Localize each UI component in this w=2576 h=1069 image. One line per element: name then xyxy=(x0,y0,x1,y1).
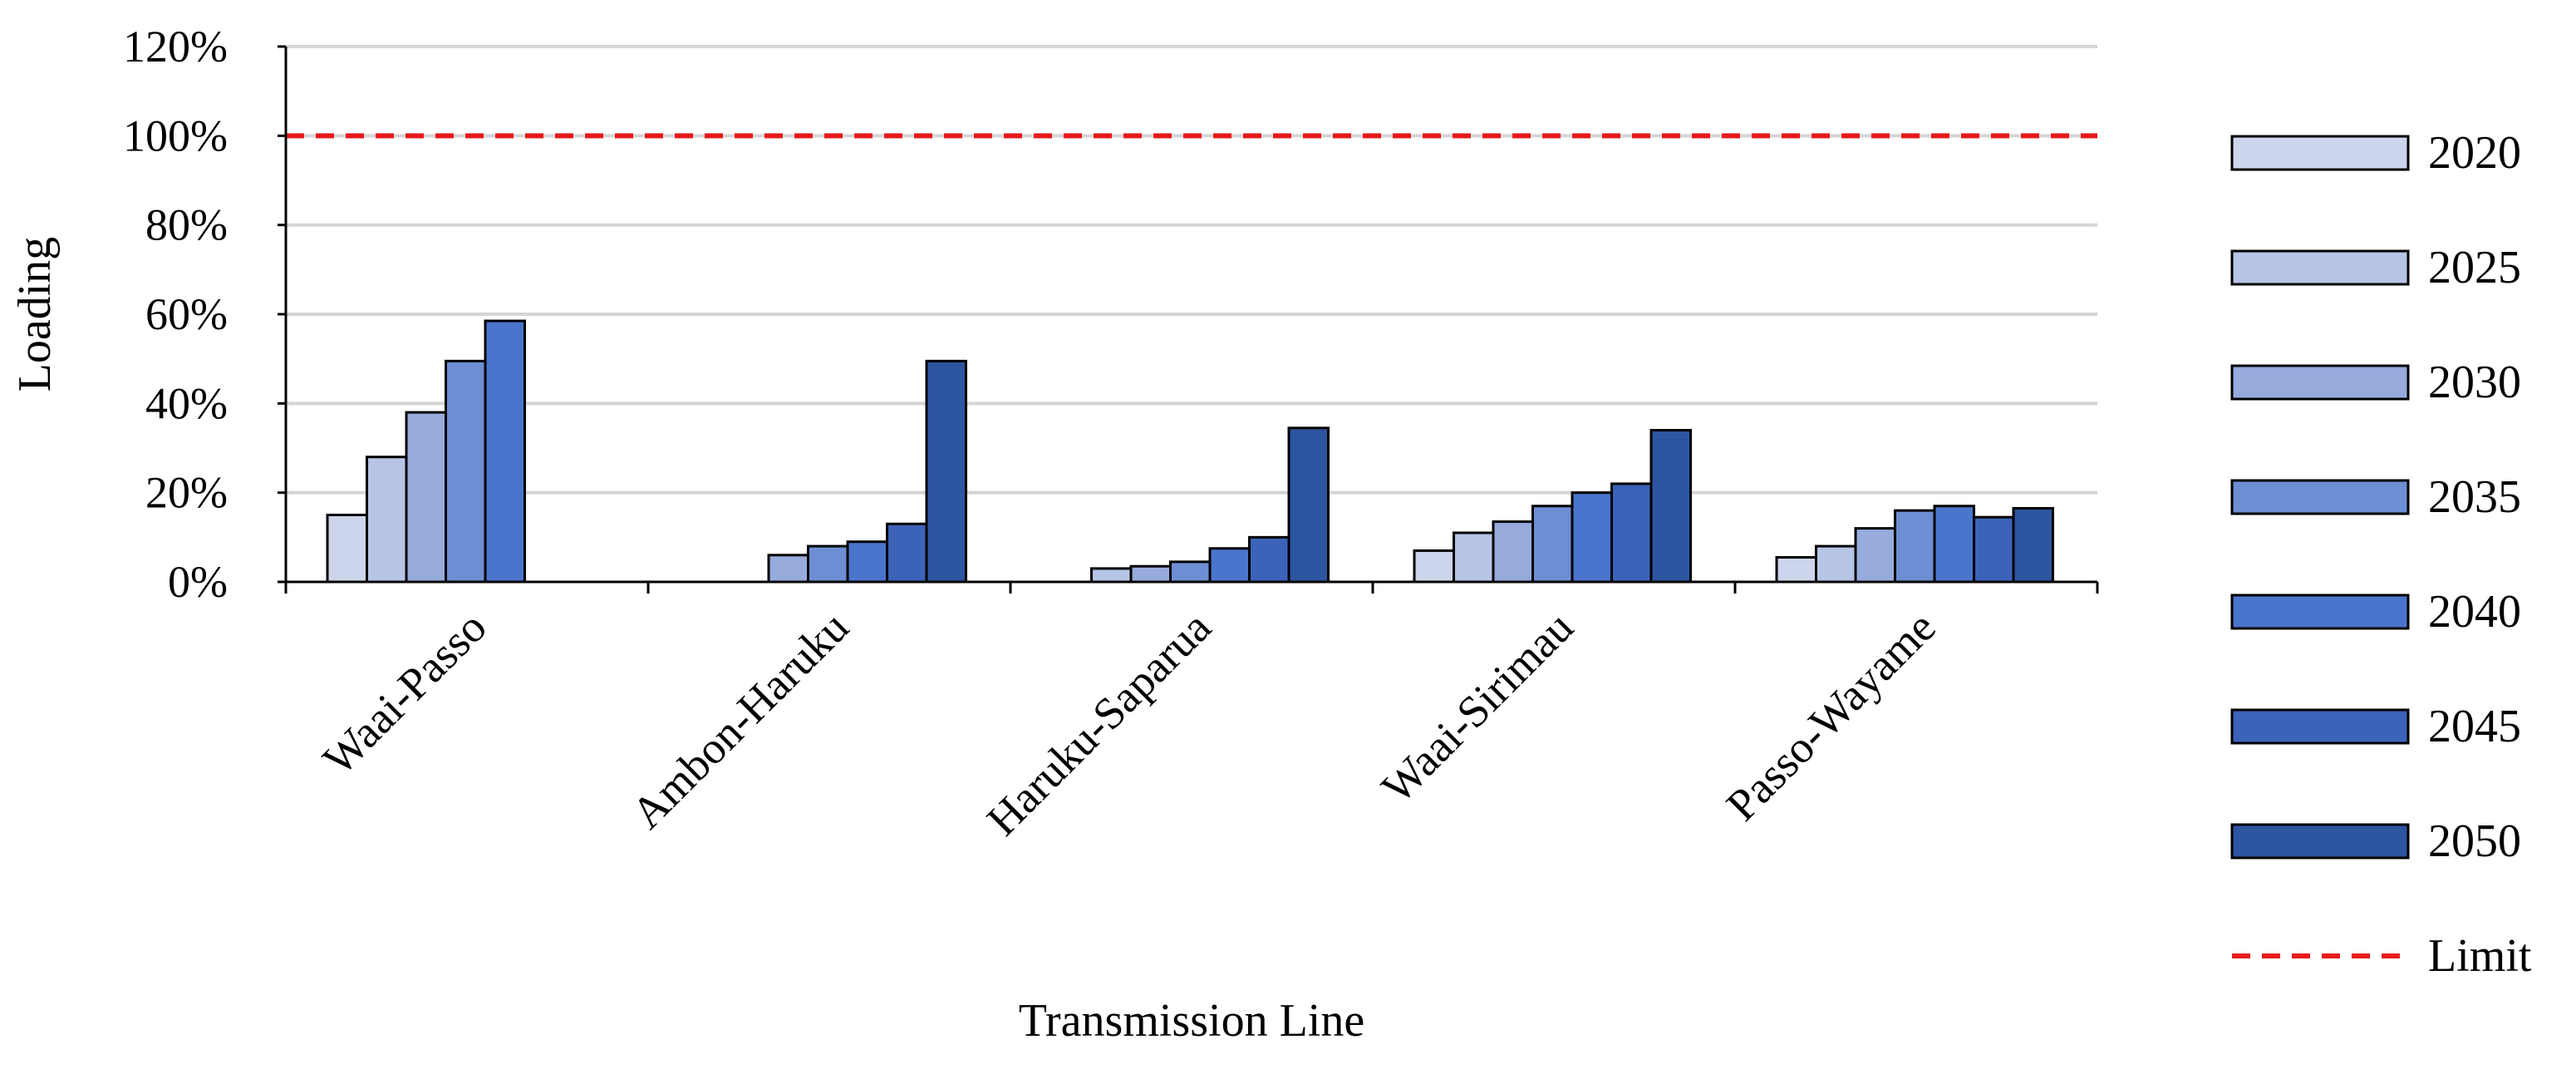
bar-2030 xyxy=(1129,564,1172,584)
bar-2025 xyxy=(1453,531,1495,584)
bar-2035 xyxy=(807,544,849,584)
bar-2020 xyxy=(1413,549,1455,584)
legend-swatch-2035 xyxy=(2230,479,2410,515)
bar-2045 xyxy=(1610,482,1653,584)
legend-label-2045: 2045 xyxy=(2428,701,2521,752)
bar-2045 xyxy=(1248,535,1290,584)
y-tick-label: 60% xyxy=(145,289,228,339)
x-axis-tick-labels: Waai-Passo Ambon-Haruku Haruku-Saparua Waai… xyxy=(313,602,1945,845)
bar-2050 xyxy=(2012,506,2054,584)
legend-label-limit: Limit xyxy=(2428,930,2532,982)
legend-label-2030: 2030 xyxy=(2428,357,2521,408)
bar-2040 xyxy=(484,319,526,584)
bar-2040 xyxy=(1208,547,1251,584)
y-tick-label: 100% xyxy=(123,111,228,160)
y-axis-tick-labels: 0% 20% 40% 60% 80% 100% 120% xyxy=(123,22,228,607)
bar-2020 xyxy=(326,514,368,584)
legend-label-2040: 2040 xyxy=(2428,586,2521,638)
bar-2030 xyxy=(405,411,447,584)
legend-label-2050: 2050 xyxy=(2428,815,2521,867)
bar-2035 xyxy=(1894,509,1936,584)
bars xyxy=(326,319,2054,584)
x-tick-label: Waai-Sirimau xyxy=(1372,602,1583,813)
x-tick-label: Haruku-Saparua xyxy=(977,602,1221,845)
x-tick-label: Passo-Wayame xyxy=(1717,602,1945,830)
bar-2050 xyxy=(925,359,967,584)
bar-2020 xyxy=(1775,555,1817,584)
y-tick-label: 40% xyxy=(145,378,228,428)
gridlines xyxy=(286,45,2097,495)
axes xyxy=(278,45,2099,594)
legend-label-2025: 2025 xyxy=(2428,242,2521,293)
bar-2030 xyxy=(767,554,809,584)
y-tick-label: 20% xyxy=(145,468,228,518)
bar-2040 xyxy=(1933,505,1975,584)
bar-2040 xyxy=(1571,491,1613,584)
legend: 2020 2025 2030 2035 2040 2045 2050 Limit xyxy=(2230,127,2532,982)
y-axis-title: Loading xyxy=(9,237,61,392)
legend-label-2020: 2020 xyxy=(2428,127,2521,179)
bar-2025 xyxy=(366,456,408,584)
legend-swatch-2045 xyxy=(2230,708,2410,745)
bar-2035 xyxy=(445,359,487,584)
bar-2025 xyxy=(1090,567,1133,584)
legend-swatch-2025 xyxy=(2230,249,2410,286)
bar-2050 xyxy=(1287,426,1330,584)
bar-2050 xyxy=(1649,429,1692,584)
bar-2025 xyxy=(1815,544,1857,584)
legend-swatch-2020 xyxy=(2230,135,2410,171)
bar-2040 xyxy=(846,540,888,584)
bar-2030 xyxy=(1492,520,1534,584)
legend-swatch-2030 xyxy=(2230,364,2410,401)
y-tick-label: 120% xyxy=(123,22,228,71)
x-tick-label: Waai-Passo xyxy=(313,602,496,785)
y-tick-label: 0% xyxy=(168,557,228,607)
bar-2045 xyxy=(886,522,928,584)
x-tick-label: Ambon-Haruku xyxy=(622,602,858,838)
bar-2045 xyxy=(1973,515,2015,584)
legend-swatch-2040 xyxy=(2230,594,2410,630)
x-axis-title: Transmission Line xyxy=(1019,995,1364,1047)
y-tick-label: 80% xyxy=(145,200,228,250)
legend-label-2035: 2035 xyxy=(2428,471,2521,523)
bar-2035 xyxy=(1169,560,1212,584)
bar-2035 xyxy=(1531,505,1574,584)
legend-swatch-2050 xyxy=(2230,823,2410,860)
bar-2030 xyxy=(1854,527,1896,584)
